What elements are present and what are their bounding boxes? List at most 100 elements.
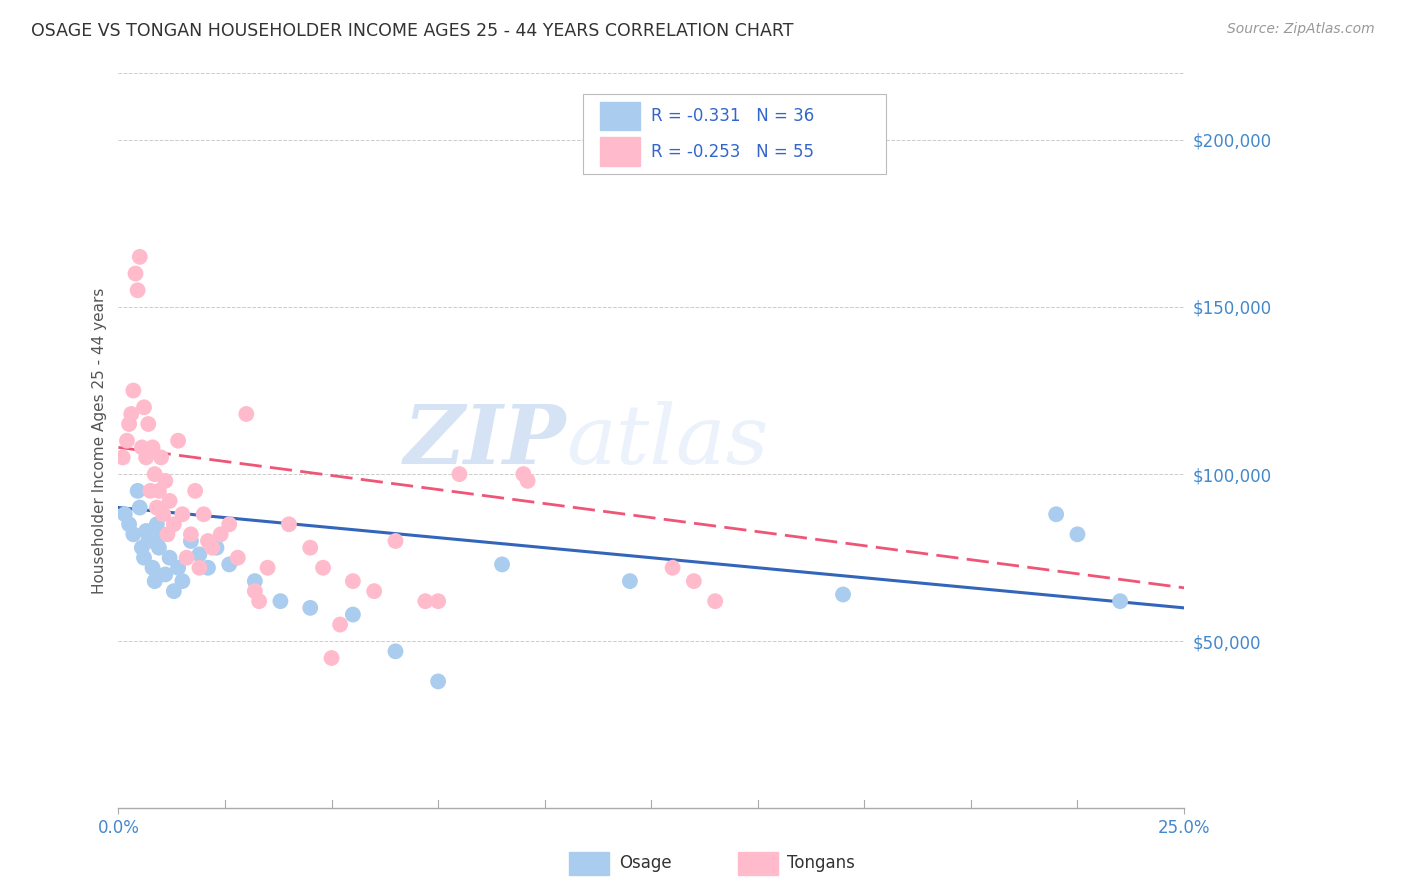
Point: [148, 541, 170, 555]
Point: [172, 508, 194, 522]
Point: [150, 450, 173, 465]
Point: [384, 644, 406, 658]
Point: [188, 547, 211, 561]
Point: [661, 560, 683, 574]
Point: [127, 483, 149, 498]
Point: [247, 594, 270, 608]
Point: [122, 527, 145, 541]
Point: [114, 508, 136, 522]
Point: [163, 517, 186, 532]
Text: R = -0.253   N = 55: R = -0.253 N = 55: [651, 143, 814, 161]
Point: [115, 434, 138, 448]
Point: [143, 467, 166, 482]
Point: [256, 560, 278, 574]
Point: [128, 250, 150, 264]
Point: [141, 560, 163, 574]
Point: [155, 567, 177, 582]
Point: [132, 550, 155, 565]
Point: [269, 594, 291, 608]
Text: atlas: atlas: [567, 401, 768, 481]
Point: [120, 407, 142, 421]
Point: [363, 584, 385, 599]
Text: Osage: Osage: [619, 855, 671, 872]
Point: [516, 474, 538, 488]
Point: [135, 524, 157, 538]
Point: [150, 527, 173, 541]
Point: [427, 594, 450, 608]
Y-axis label: Householder Income Ages 25 - 44 years: Householder Income Ages 25 - 44 years: [93, 287, 107, 594]
Point: [111, 450, 134, 465]
Point: [449, 467, 471, 482]
Point: [1045, 508, 1067, 522]
Text: ZIP: ZIP: [404, 401, 567, 481]
Point: [131, 441, 153, 455]
Point: [131, 541, 153, 555]
Text: OSAGE VS TONGAN HOUSEHOLDER INCOME AGES 25 - 44 YEARS CORRELATION CHART: OSAGE VS TONGAN HOUSEHOLDER INCOME AGES …: [31, 22, 793, 40]
Point: [141, 441, 163, 455]
Point: [118, 517, 141, 532]
Point: [167, 560, 190, 574]
Point: [832, 587, 855, 601]
Point: [209, 527, 232, 541]
Point: [135, 450, 157, 465]
Point: [188, 560, 211, 574]
Point: [415, 594, 437, 608]
Point: [329, 617, 352, 632]
Point: [143, 574, 166, 588]
Point: [136, 417, 159, 431]
Point: [159, 550, 181, 565]
Point: [205, 541, 228, 555]
Point: [201, 541, 224, 555]
Point: [491, 558, 513, 572]
Point: [184, 483, 207, 498]
Point: [1066, 527, 1088, 541]
Text: Tongans: Tongans: [787, 855, 855, 872]
Point: [427, 674, 450, 689]
Point: [132, 401, 155, 415]
Point: [682, 574, 704, 588]
Point: [146, 500, 169, 515]
Point: [384, 534, 406, 549]
Point: [180, 527, 202, 541]
Point: [148, 483, 170, 498]
Point: [218, 558, 240, 572]
Point: [180, 534, 202, 549]
Point: [235, 407, 257, 421]
Point: [136, 534, 159, 549]
Point: [342, 574, 364, 588]
Point: [218, 517, 240, 532]
Text: Source: ZipAtlas.com: Source: ZipAtlas.com: [1227, 22, 1375, 37]
Point: [163, 584, 186, 599]
Point: [1109, 594, 1132, 608]
Point: [243, 584, 266, 599]
Point: [152, 508, 174, 522]
Point: [278, 517, 301, 532]
Point: [122, 384, 145, 398]
Point: [342, 607, 364, 622]
Point: [704, 594, 727, 608]
Point: [197, 560, 219, 574]
Point: [118, 417, 141, 431]
Point: [321, 651, 343, 665]
Point: [512, 467, 534, 482]
Point: [146, 517, 169, 532]
Text: R = -0.331   N = 36: R = -0.331 N = 36: [651, 107, 814, 125]
Point: [139, 483, 162, 498]
Point: [193, 508, 215, 522]
Point: [176, 550, 198, 565]
Point: [128, 500, 150, 515]
Point: [243, 574, 266, 588]
Point: [172, 574, 194, 588]
Point: [299, 600, 322, 615]
Point: [197, 534, 219, 549]
Point: [127, 283, 149, 297]
Point: [124, 267, 146, 281]
Point: [312, 560, 335, 574]
Point: [167, 434, 190, 448]
Point: [155, 474, 177, 488]
Point: [159, 494, 181, 508]
Point: [619, 574, 641, 588]
Point: [156, 527, 179, 541]
Point: [299, 541, 322, 555]
Point: [226, 550, 249, 565]
